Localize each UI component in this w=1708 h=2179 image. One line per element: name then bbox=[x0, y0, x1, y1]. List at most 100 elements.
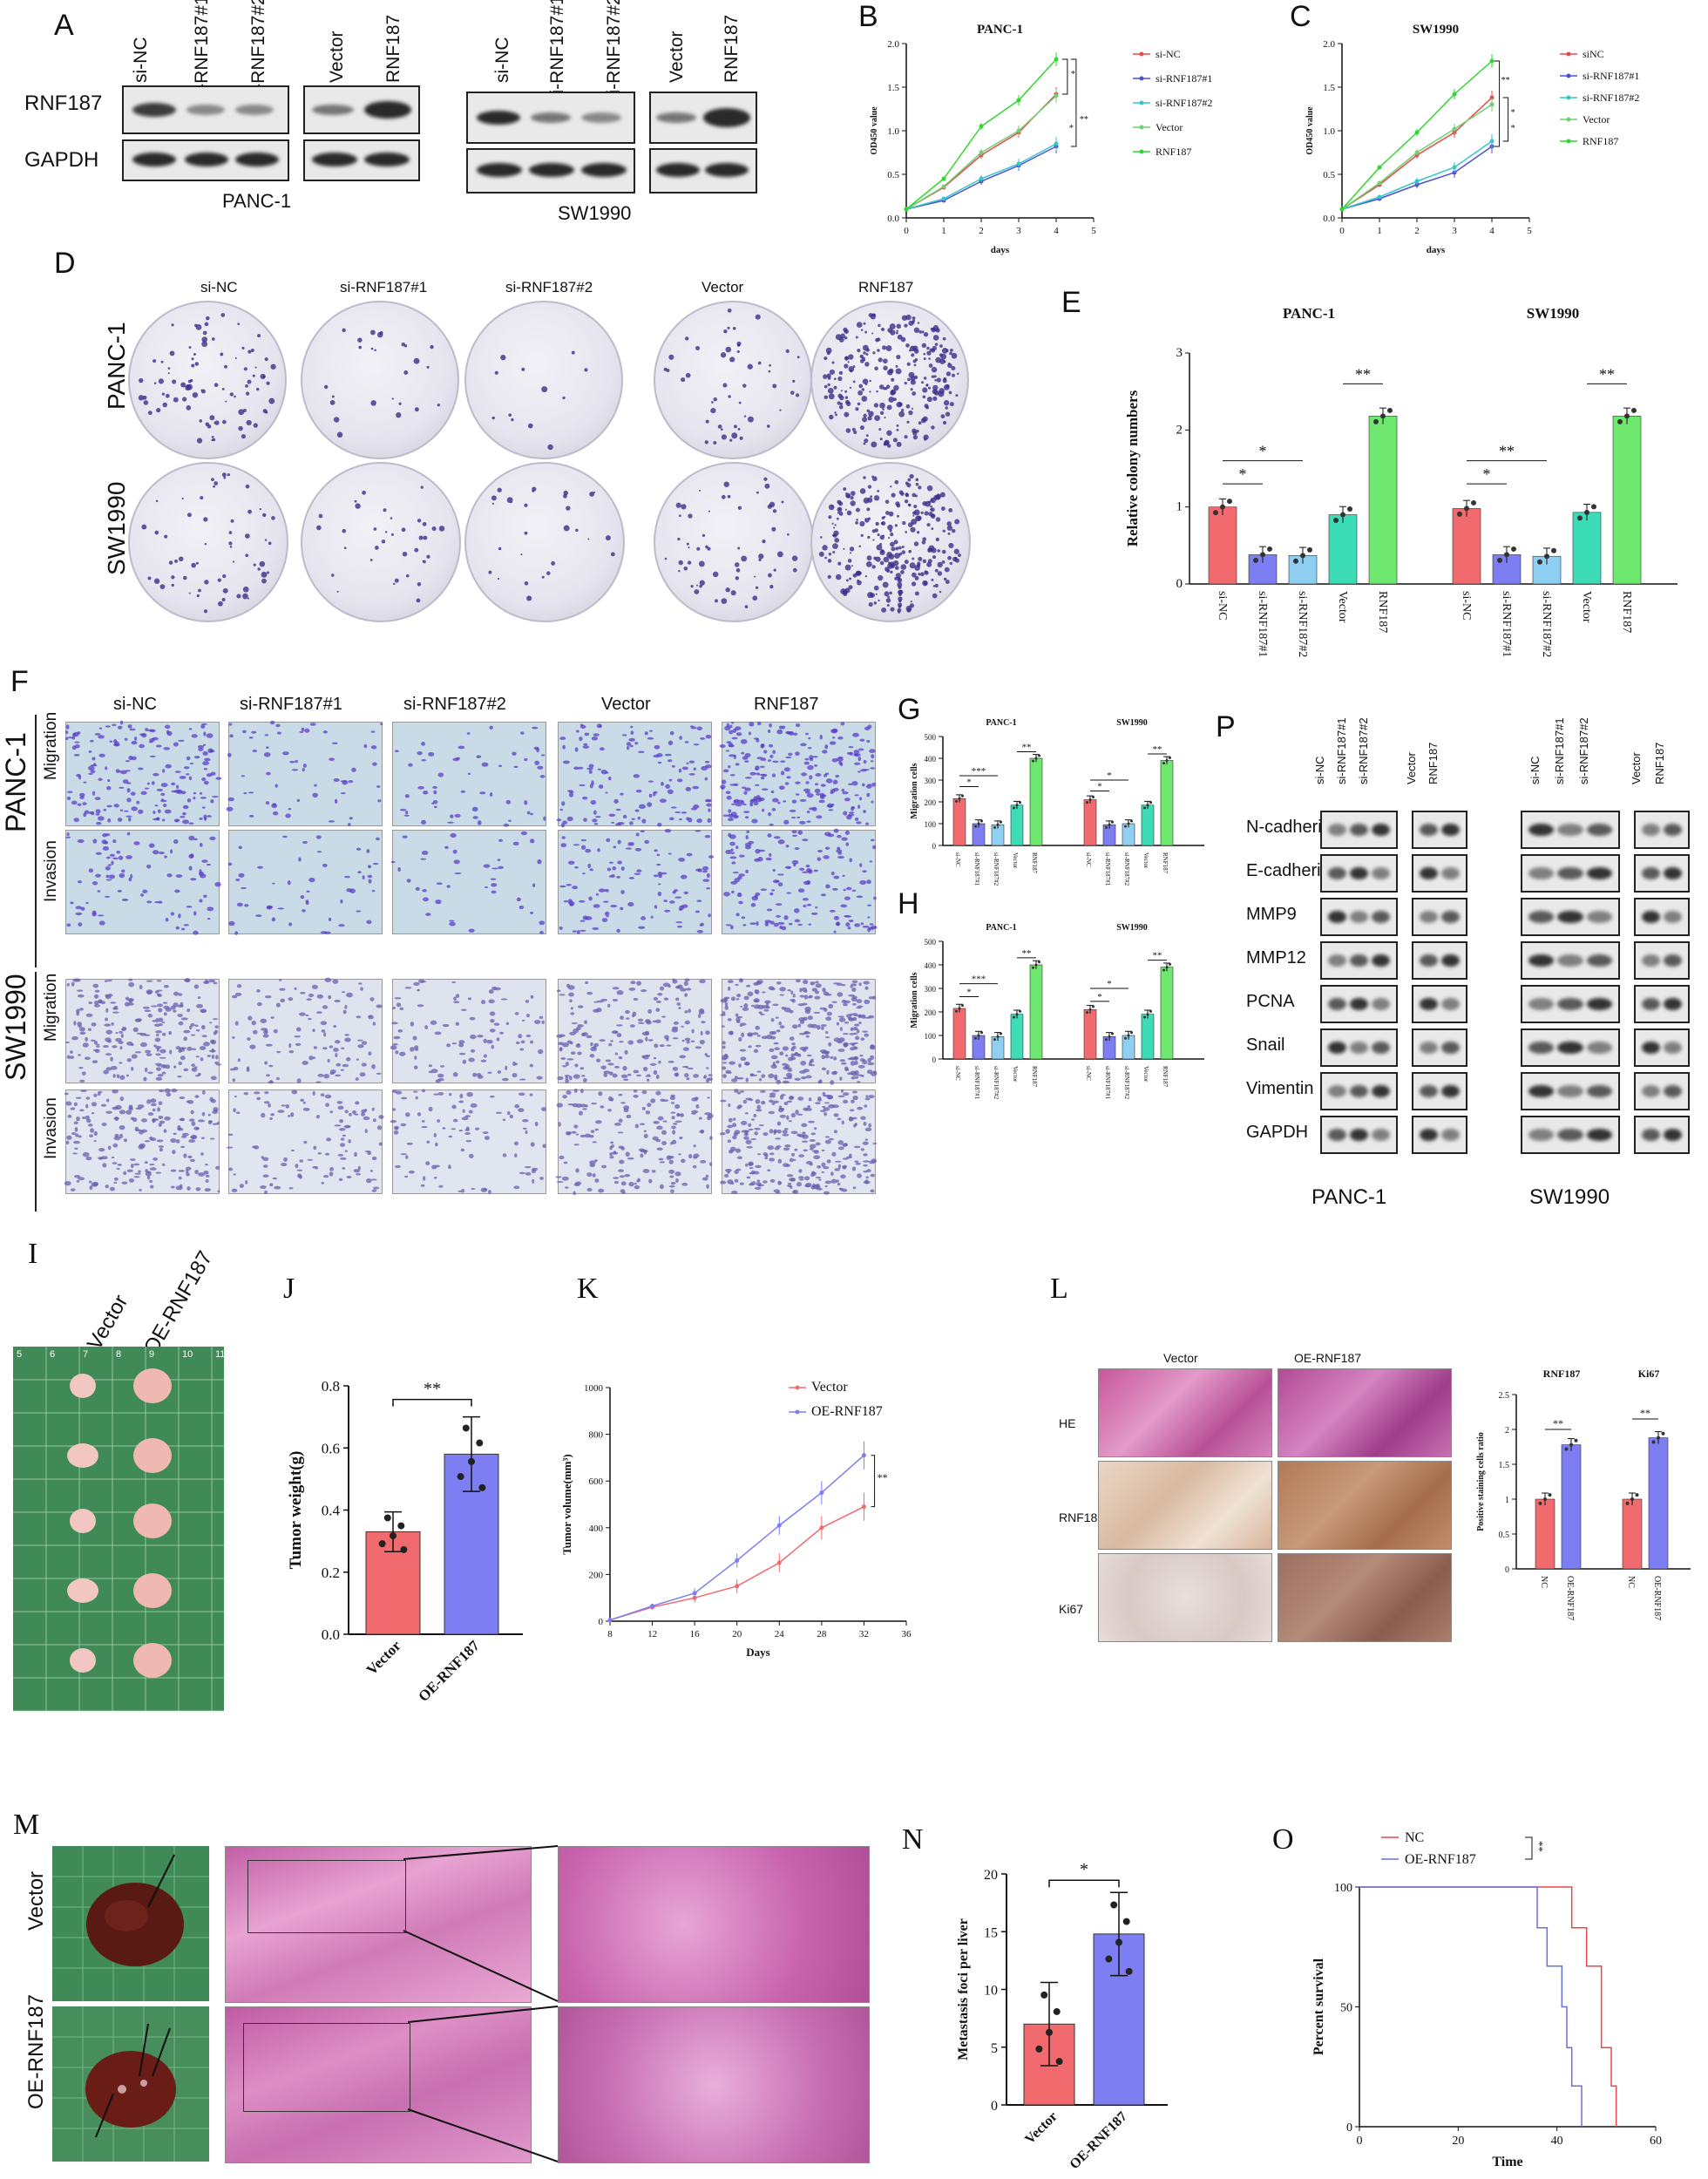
sig-label: * bbox=[1107, 770, 1112, 781]
blot-box bbox=[466, 148, 635, 193]
sig-label: ** bbox=[1153, 744, 1162, 755]
y-tick-label: 200 bbox=[925, 798, 937, 807]
protein-label: Vimentin bbox=[1246, 1079, 1314, 1098]
lane-label: Vector bbox=[1405, 752, 1418, 784]
data-dot bbox=[1111, 820, 1114, 824]
data-dot bbox=[400, 1545, 408, 1553]
ruler-number: 7 bbox=[83, 1349, 88, 1360]
panel-label-j: J bbox=[283, 1273, 295, 1305]
colony-dish bbox=[301, 301, 459, 459]
blot-cell-label: PANC-1 bbox=[1312, 1185, 1387, 1209]
panel-label-d: D bbox=[54, 247, 76, 280]
blot-row-label-gapdh: GAPDH bbox=[24, 148, 99, 172]
data-point bbox=[692, 1591, 697, 1596]
data-point bbox=[1489, 102, 1494, 107]
lane-label: si-RNF187#2 bbox=[1357, 717, 1370, 784]
legend-label: OE-RNF187 bbox=[1405, 1852, 1476, 1867]
y-tick-label: 0.5 bbox=[1499, 1531, 1510, 1540]
chart-o-survival: 0 50 100 0 20 40 60 Time Percent survival NC OE-RN… bbox=[1312, 1830, 1662, 2169]
data-dot bbox=[383, 1514, 391, 1522]
dish-row-label: SW1990 bbox=[103, 481, 130, 575]
data-dot bbox=[1657, 1436, 1660, 1440]
ihc-col-label: Vector bbox=[1163, 1351, 1198, 1365]
data-dot bbox=[1143, 806, 1146, 810]
data-dot bbox=[1032, 759, 1034, 763]
x-tick-label: 0 bbox=[1339, 226, 1345, 236]
data-dot bbox=[977, 1034, 980, 1037]
protein-label: PCNA bbox=[1246, 992, 1295, 1011]
x-tick-label: 4 bbox=[1054, 226, 1059, 236]
transwell-image bbox=[719, 1089, 878, 1195]
sig-label: ** bbox=[1080, 115, 1088, 125]
x-tick-label: 16 bbox=[690, 1629, 701, 1639]
data-dot bbox=[1127, 822, 1130, 825]
y-tick-label: 0.8 bbox=[322, 1378, 340, 1395]
y-tick-label: 400 bbox=[589, 1524, 604, 1534]
y-axis-label: Tumor volume(mm³) bbox=[560, 1454, 573, 1554]
y-tick-label: 2 bbox=[1505, 1426, 1509, 1436]
group-title: SW1990 bbox=[1527, 305, 1579, 322]
category-label: si-RNF187#1 bbox=[973, 852, 980, 886]
ruler-number: 6 bbox=[50, 1349, 55, 1360]
lane-label: RNF187 bbox=[1653, 742, 1666, 784]
transwell-image bbox=[226, 1090, 384, 1195]
data-dot bbox=[1086, 801, 1088, 804]
category-label: RNF187 bbox=[1162, 1066, 1169, 1088]
y-tick-label: 0.0 bbox=[1323, 214, 1335, 224]
panel-label-p: P bbox=[1216, 710, 1236, 743]
data-dot bbox=[996, 1035, 1000, 1038]
x-tick-label: 3 bbox=[1452, 226, 1457, 236]
data-dot bbox=[1038, 754, 1040, 757]
lane-label: Vector bbox=[1630, 752, 1643, 784]
data-dot bbox=[1169, 962, 1171, 966]
data-dot bbox=[1130, 1031, 1133, 1035]
data-dot bbox=[1105, 1955, 1113, 1963]
zoom-lines bbox=[403, 1845, 559, 2162]
bar bbox=[1010, 804, 1024, 846]
category-label: Vector bbox=[1336, 591, 1349, 623]
liver-he-zoom bbox=[558, 2006, 870, 2163]
sig-label: *** bbox=[972, 974, 986, 985]
blot-box bbox=[1521, 898, 1620, 936]
x-tick-label: 24 bbox=[775, 1629, 785, 1639]
category-label: Vector bbox=[1012, 1066, 1019, 1083]
category-label: si-NC bbox=[954, 1066, 961, 1081]
data-point bbox=[941, 196, 946, 201]
colony-dish bbox=[654, 301, 812, 459]
x-tick-label: 5 bbox=[1091, 226, 1096, 236]
colony-dish bbox=[128, 301, 287, 459]
data-point bbox=[1016, 98, 1021, 103]
sig-label: ** bbox=[1640, 1407, 1650, 1419]
category-label: si-NC bbox=[1460, 591, 1473, 620]
legend-marker bbox=[795, 1409, 800, 1415]
legend-label: RNF187 bbox=[1583, 135, 1618, 147]
data-point bbox=[776, 1560, 782, 1565]
blot-box bbox=[649, 148, 757, 193]
panel-label-o: O bbox=[1272, 1823, 1294, 1856]
tumor-vector bbox=[67, 1578, 98, 1603]
data-dot bbox=[476, 1439, 484, 1447]
y-tick-label: 2.5 bbox=[1499, 1391, 1510, 1401]
colony-dish bbox=[301, 462, 461, 622]
data-dot bbox=[1019, 1009, 1021, 1013]
category-label: RNF187 bbox=[1376, 591, 1389, 633]
blot-box bbox=[1521, 985, 1620, 1023]
colony-dish bbox=[810, 301, 969, 459]
y-tick-label: 0.5 bbox=[1323, 170, 1335, 180]
colony-dish bbox=[464, 301, 623, 459]
y-tick-label: 20 bbox=[984, 1868, 998, 1883]
data-dot bbox=[1635, 1493, 1639, 1497]
data-dot bbox=[1032, 966, 1034, 969]
y-tick-label: 0 bbox=[1505, 1565, 1509, 1575]
blot-box bbox=[1634, 1028, 1690, 1067]
y-tick-label: 50 bbox=[1340, 2002, 1352, 2015]
bar bbox=[1010, 1014, 1024, 1060]
category-label: si-RNF187#1 bbox=[1500, 591, 1513, 657]
ihc-image bbox=[1278, 1368, 1452, 1457]
x-axis-label: Days bbox=[746, 1646, 769, 1659]
data-point bbox=[941, 184, 946, 189]
y-tick-label: 2.0 bbox=[887, 39, 899, 50]
y-tick-label: 0.2 bbox=[322, 1565, 340, 1581]
y-tick-label: 300 bbox=[925, 777, 937, 785]
x-tick-label: 40 bbox=[1551, 2135, 1563, 2148]
